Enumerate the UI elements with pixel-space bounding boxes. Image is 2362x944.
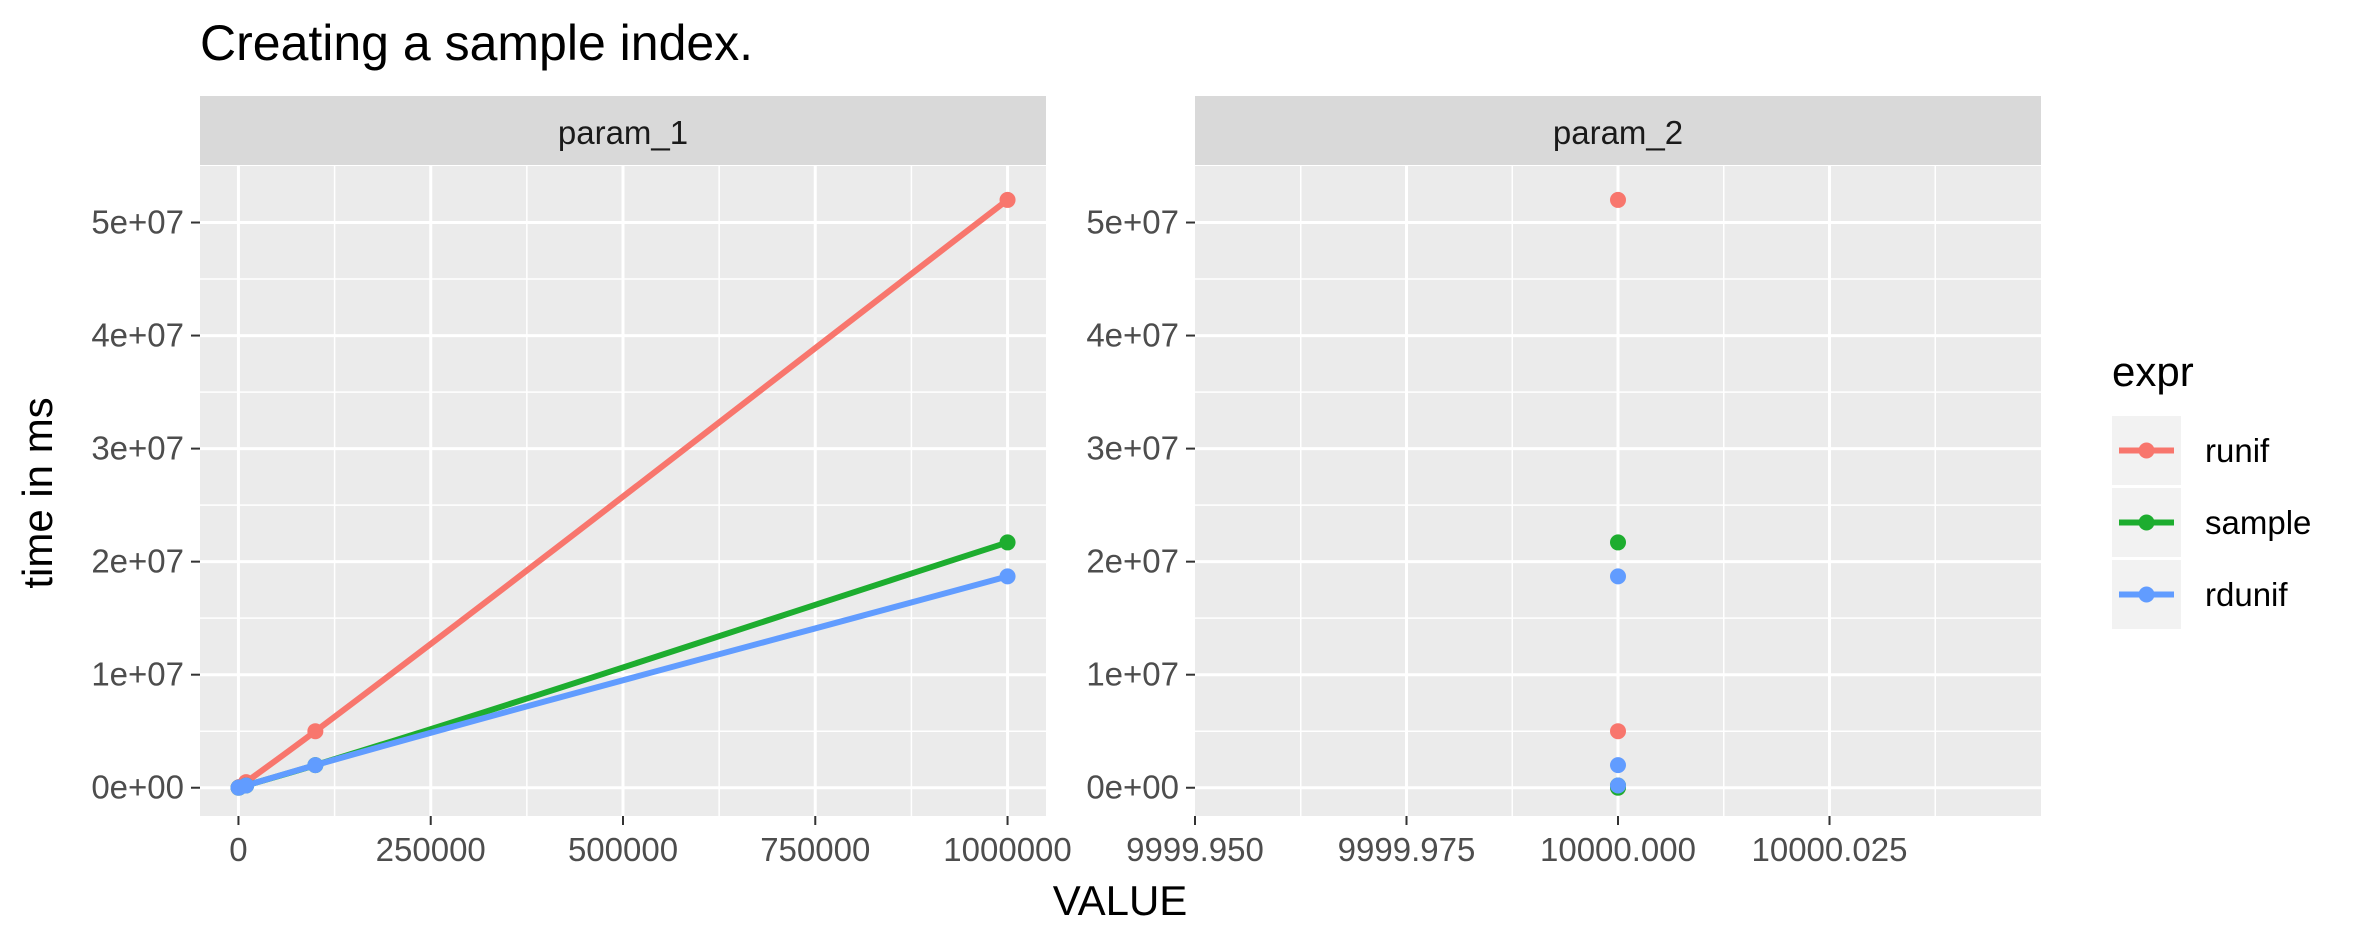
- x-tick-label: 9999.975: [1338, 831, 1476, 868]
- x-tick-label: 9999.950: [1126, 831, 1264, 868]
- x-tick-label: 250000: [376, 831, 486, 868]
- data-point-rdunif: [1610, 568, 1626, 585]
- panel-param_1: param_1 0e+00 1e+07 2e+07 3e+07 4e+07 5e+07 0 25…: [91, 96, 1072, 868]
- data-point-rdunif: [307, 757, 324, 774]
- y-tick-label: 1e+07: [91, 656, 184, 693]
- y-tick-label: 2e+07: [1086, 543, 1179, 580]
- panel-param_2: param_2 0e+00 1e+07 2e+07 3e+07 4e+07 5e+07 999…: [1086, 96, 2041, 868]
- legend-key-point: [2138, 586, 2155, 603]
- strip-background: [1195, 96, 2041, 165]
- data-point-sample: [1610, 534, 1626, 551]
- legend-key-point: [2138, 442, 2155, 459]
- legend-item-rdunif: rdunif: [2112, 560, 2288, 629]
- data-point-rdunif: [1610, 777, 1626, 794]
- data-point-rdunif: [1610, 757, 1626, 774]
- x-axis-title: VALUE: [1053, 877, 1188, 924]
- y-tick-label: 4e+07: [1086, 317, 1179, 354]
- y-tick-label: 3e+07: [91, 430, 184, 467]
- data-point-rdunif: [238, 777, 255, 794]
- legend-title: expr: [2112, 348, 2194, 395]
- x-tick-label: 0: [229, 831, 247, 868]
- y-tick-label: 4e+07: [91, 317, 184, 354]
- data-point-runif: [1610, 723, 1626, 740]
- y-tick-label: 2e+07: [91, 543, 184, 580]
- y-tick-label: 0e+00: [1086, 769, 1179, 806]
- x-tick-label: 750000: [760, 831, 870, 868]
- legend: expr runif sample rdunif: [2112, 348, 2311, 629]
- data-point-runif: [307, 723, 324, 740]
- legend-label: rdunif: [2205, 576, 2288, 613]
- strip-label: param_2: [1553, 114, 1683, 151]
- strip-label: param_1: [558, 114, 688, 151]
- data-point-runif: [1610, 191, 1626, 208]
- legend-item-sample: sample: [2112, 488, 2311, 557]
- chart-title: Creating a sample index.: [200, 15, 753, 71]
- legend-label: sample: [2205, 504, 2311, 541]
- y-axis-title: time in ms: [14, 397, 61, 588]
- data-point-runif: [999, 191, 1016, 208]
- strip-background: [200, 96, 1046, 165]
- y-tick-label: 5e+07: [91, 204, 184, 241]
- x-tick-label: 10000.025: [1752, 831, 1908, 868]
- x-tick-label: 1000000: [943, 831, 1071, 868]
- x-tick-label: 10000.000: [1540, 831, 1696, 868]
- data-point-sample: [999, 534, 1016, 551]
- x-tick-label: 500000: [568, 831, 678, 868]
- legend-label: runif: [2205, 432, 2270, 469]
- y-tick-label: 5e+07: [1086, 204, 1179, 241]
- y-tick-label: 0e+00: [91, 769, 184, 806]
- legend-key-point: [2138, 514, 2155, 531]
- legend-item-runif: runif: [2112, 416, 2270, 485]
- y-tick-label: 3e+07: [1086, 430, 1179, 467]
- y-tick-label: 1e+07: [1086, 656, 1179, 693]
- data-point-rdunif: [999, 568, 1016, 585]
